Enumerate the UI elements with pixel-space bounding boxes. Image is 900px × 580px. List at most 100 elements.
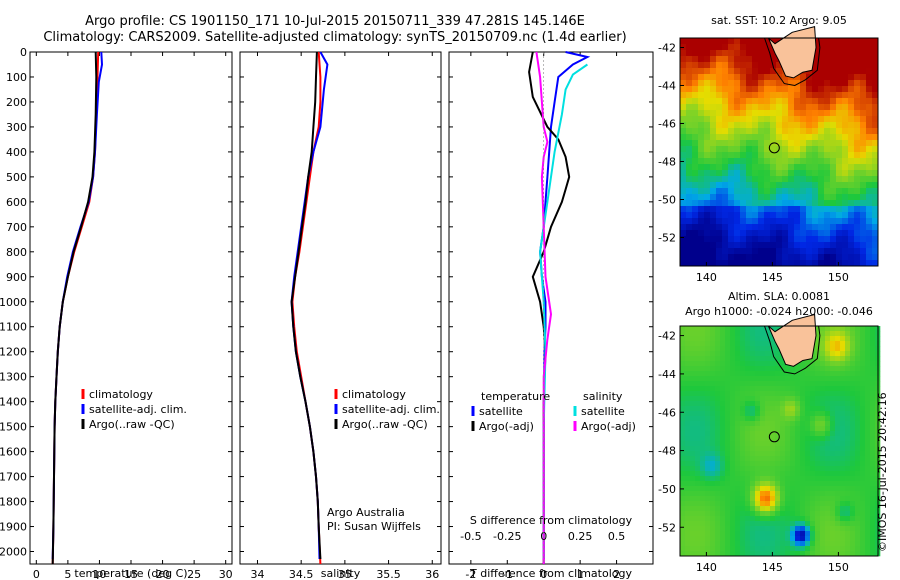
sla-map-xtick-label: 140 [696, 561, 717, 574]
sal-xtick-label: 34 [250, 568, 264, 580]
sst-map-ytick-label: -44 [658, 80, 676, 93]
sla-map-xtick-label: 150 [828, 561, 849, 574]
diff-s-tick-label: -0.25 [493, 530, 521, 543]
depth-tick-label: 1500 [0, 421, 27, 434]
sla-map-shelf-contour [764, 325, 821, 375]
diff-s-tick-label: 0.5 [608, 530, 626, 543]
depth-tick-label: 1300 [0, 371, 27, 384]
diff-legend-heading-temperature: temperature [481, 390, 550, 403]
sal-xtick-label: 36 [425, 568, 439, 580]
depth-tick-label: 600 [6, 196, 27, 209]
depth-tick-label: 1100 [0, 321, 27, 334]
depth-tick-label: 500 [6, 171, 27, 184]
sst-map-land [767, 25, 817, 79]
depth-tick-label: 400 [6, 146, 27, 159]
temp-series-line [51, 51, 98, 565]
diff-legend-item: Argo(-adj) [479, 420, 534, 433]
sal-xlabel: salinity [321, 567, 361, 580]
depth-tick-label: 1200 [0, 346, 27, 359]
diff-legend-heading-salinity: salinity [583, 390, 623, 403]
chart-title-line1: Argo profile: CS 1901150_171 10-Jul-2015… [85, 14, 585, 29]
diff-xtick-label: 1 [577, 568, 584, 580]
sst-map-argo-marker [768, 142, 780, 154]
sst-map-field [680, 38, 879, 267]
imos-timestamp: ©IMOS 16-Jul-2015 20:42:16 [876, 392, 889, 552]
depth-tick-label: 0 [20, 46, 27, 59]
temp-xtick-label: 5 [64, 568, 71, 580]
depth-tick-label: 1900 [0, 521, 27, 534]
diff-s-tick-label: 0.25 [568, 530, 593, 543]
sal-series-line [290, 51, 322, 560]
diff-series-line [539, 63, 588, 559]
sla-map-title-line2: Argo h1000: -0.024 h2000: -0.046 [685, 305, 873, 318]
depth-tick-label: 1600 [0, 446, 27, 459]
diff-legend-item: Argo(-adj) [581, 420, 636, 433]
sal-annotation: PI: Susan Wijffels [327, 520, 421, 533]
sst-map-ytick-label: -50 [658, 194, 676, 207]
sla-map-argo-marker [768, 431, 780, 443]
sla-map-ytick-label: -44 [658, 368, 676, 381]
depth-tick-label: 2000 [0, 546, 27, 559]
sla-map-frame [679, 325, 879, 557]
temp-xtick-label: 25 [187, 568, 201, 580]
sla-map-land [767, 313, 817, 367]
sst-map-shelf-contour [764, 37, 821, 87]
temp-xlabel: temperature (deg C) [74, 567, 187, 580]
sla-map-field [680, 326, 881, 557]
chart-title-line2: Climatology: CARS2009. Satellite-adjuste… [43, 30, 627, 45]
sal-plot-frame [239, 51, 442, 565]
diff-xlabel: T difference from climatology [469, 567, 632, 580]
sst-map-ytick-label: -42 [658, 42, 676, 55]
depth-tick-label: 1800 [0, 496, 27, 509]
sla-map-ytick-label: -48 [658, 445, 676, 458]
sst-map-xtick-label: 140 [696, 271, 717, 284]
temp-xtick-label: 30 [219, 568, 233, 580]
depth-tick-label: 1000 [0, 296, 27, 309]
temp-xtick-label: 20 [156, 568, 170, 580]
sla-map-ytick-label: -42 [658, 330, 676, 343]
diff-xtick-label: -2 [465, 568, 476, 580]
temp-legend-item: satellite-adj. clim. [89, 403, 187, 416]
sal-annotation: Argo Australia [327, 506, 405, 519]
sst-map-ytick-label: -46 [658, 118, 676, 131]
diff-series-line [535, 51, 553, 564]
sla-map-ytick-label: -52 [658, 521, 676, 534]
diff-xtick-label: 2 [613, 568, 620, 580]
diff-legend-item: satellite [479, 405, 523, 418]
sal-xtick-label: 34.5 [289, 568, 314, 580]
depth-tick-label: 200 [6, 96, 27, 109]
sst-map-ytick-label: -48 [658, 156, 676, 169]
sst-map-frame [679, 37, 879, 267]
depth-tick-label: 700 [6, 221, 27, 234]
temp-legend-item: Argo(..raw -QC) [89, 418, 175, 431]
sst-map-xtick-label: 150 [828, 271, 849, 284]
diff-xtick-label: -1 [502, 568, 513, 580]
sla-map-title-line1: Altim. SLA: 0.0081 [728, 290, 830, 303]
depth-tick-label: 300 [6, 121, 27, 134]
sal-xtick-label: 35 [338, 568, 352, 580]
sal-legend-item: Argo(..raw -QC) [342, 418, 428, 431]
sal-legend-item: satellite-adj. clim. [342, 403, 440, 416]
depth-tick-label: 1400 [0, 396, 27, 409]
depth-tick-label: 800 [6, 246, 27, 259]
temp-xtick-label: 0 [33, 568, 40, 580]
diff-legend-item: satellite [581, 405, 625, 418]
sst-map-ytick-label: -52 [658, 232, 676, 245]
depth-tick-label: 1700 [0, 471, 27, 484]
sal-xtick-label: 35.5 [376, 568, 401, 580]
sla-map-ytick-label: -46 [658, 406, 676, 419]
temp-xtick-label: 15 [124, 568, 138, 580]
temp-plot-frame [29, 51, 233, 565]
diff-xtick-label: 0 [540, 568, 547, 580]
sst-map-title: sat. SST: 10.2 Argo: 9.05 [711, 14, 847, 27]
sst-map-xtick-label: 145 [762, 271, 783, 284]
temp-legend-item: climatology [89, 388, 153, 401]
sal-legend-item: climatology [342, 388, 406, 401]
diff-s-tick-label: -0.5 [460, 530, 481, 543]
depth-tick-label: 100 [6, 71, 27, 84]
depth-tick-label: 900 [6, 271, 27, 284]
temp-xtick-label: 10 [92, 568, 106, 580]
sla-map-xtick-label: 145 [762, 561, 783, 574]
sla-map-ytick-label: -50 [658, 483, 676, 496]
